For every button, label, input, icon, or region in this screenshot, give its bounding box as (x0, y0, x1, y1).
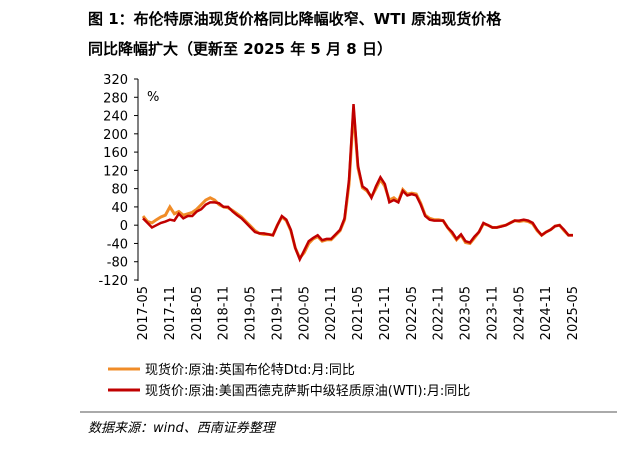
x-tick-label: 2024-11 (539, 286, 554, 340)
y-tick-label: 280 (103, 91, 128, 106)
x-tick-label: 2019-11 (270, 286, 285, 340)
y-tick-label: 320 (103, 73, 128, 88)
y-tick-label: 160 (103, 146, 128, 161)
x-tick-label: 2021-05 (351, 286, 366, 340)
legend-label: 现货价:原油:美国西德克萨斯中级轻质原油(WTI):月:同比 (145, 383, 470, 399)
y-tick-label: 80 (111, 183, 128, 198)
series-line (142, 104, 573, 263)
x-tick-label: 2024-05 (512, 286, 527, 340)
y-unit: % (147, 90, 159, 105)
y-tick-label: -120 (98, 274, 128, 289)
series-line (141, 110, 573, 261)
y-tick-label: -80 (107, 256, 128, 271)
x-tick-label: 2025-05 (566, 286, 581, 340)
chart-subtitle: 同比降幅扩大（更新至 2025 年 5 月 8 日） (88, 40, 392, 58)
x-tick-label: 2022-11 (432, 286, 447, 340)
y-tick-label: 240 (103, 110, 128, 125)
y-tick-label: 0 (120, 219, 128, 234)
x-tick-label: 2022-05 (405, 286, 420, 340)
x-tick-label: 2019-05 (244, 286, 259, 340)
x-tick-label: 2017-11 (163, 286, 178, 340)
x-tick-label: 2021-11 (378, 286, 393, 340)
source: 数据来源：wind、西南证券整理 (88, 421, 277, 436)
y-tick-label: -40 (107, 237, 128, 252)
y-tick-label: 200 (103, 128, 128, 143)
x-tick-label: 2018-11 (217, 286, 232, 340)
y-tick-label: 120 (103, 164, 128, 179)
x-tick-label: 2018-05 (190, 286, 205, 340)
chart-title: 图 1：布伦特原油现货价格同比降幅收窄、WTI 原油现货价格 (88, 10, 502, 28)
x-tick-label: 2017-05 (136, 286, 151, 340)
x-tick-label: 2023-11 (485, 286, 500, 340)
legend-label: 现货价:原油:英国布伦特Dtd:月:同比 (145, 362, 355, 378)
x-tick-label: 2020-11 (324, 286, 339, 340)
x-tick-label: 2020-05 (297, 286, 312, 340)
x-tick-label: 2023-05 (459, 286, 474, 340)
y-tick-label: 40 (111, 201, 128, 216)
